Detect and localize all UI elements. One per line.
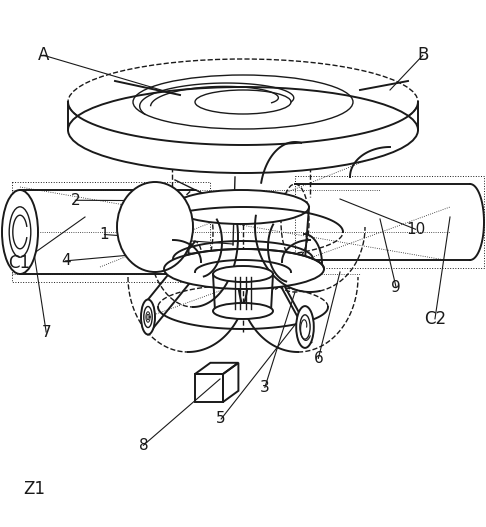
Ellipse shape xyxy=(164,249,324,289)
Ellipse shape xyxy=(141,299,155,335)
Text: 5: 5 xyxy=(216,412,226,426)
Text: B: B xyxy=(417,46,429,64)
Ellipse shape xyxy=(296,306,314,348)
Ellipse shape xyxy=(117,182,193,272)
Text: 6: 6 xyxy=(313,351,323,366)
Text: 3: 3 xyxy=(260,380,270,395)
Text: C2: C2 xyxy=(424,310,446,328)
Ellipse shape xyxy=(213,266,273,282)
Text: 10: 10 xyxy=(406,222,425,237)
Text: Z1: Z1 xyxy=(23,480,45,498)
Text: A: A xyxy=(38,46,50,64)
Text: C1: C1 xyxy=(8,255,31,272)
Text: 1: 1 xyxy=(100,227,109,242)
Ellipse shape xyxy=(68,87,418,173)
Text: 7: 7 xyxy=(41,325,51,339)
Ellipse shape xyxy=(173,190,309,224)
Text: 8: 8 xyxy=(139,438,148,453)
Text: 9: 9 xyxy=(391,280,401,295)
Ellipse shape xyxy=(213,303,273,319)
Text: 2: 2 xyxy=(70,193,80,208)
Text: 4: 4 xyxy=(61,253,70,268)
Ellipse shape xyxy=(2,190,38,274)
